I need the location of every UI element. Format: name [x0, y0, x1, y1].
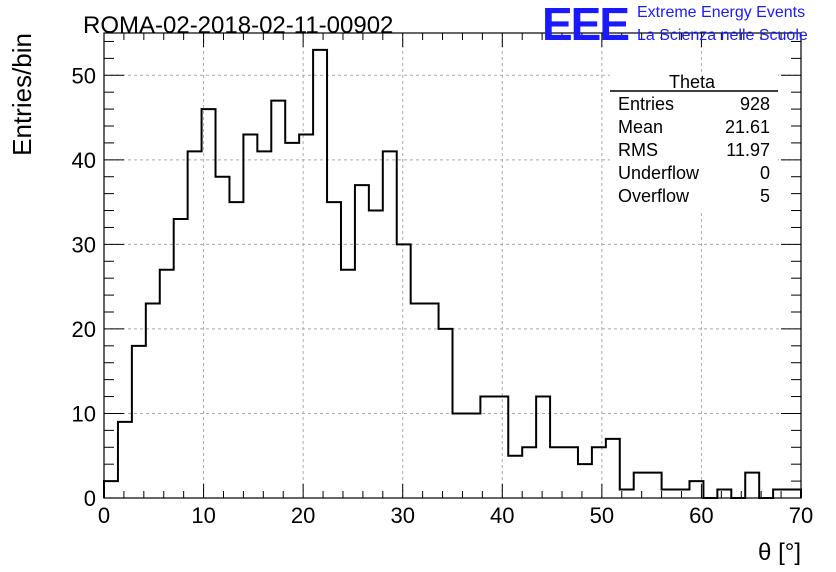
- eee-logo-mark: EEE: [542, 0, 628, 50]
- stats-label: Underflow: [618, 163, 700, 183]
- histogram-outline: [103, 48, 802, 499]
- stats-title: Theta: [669, 72, 716, 92]
- x-tick-label: 60: [689, 503, 713, 528]
- stats-label: RMS: [618, 140, 658, 160]
- x-tick-label: 40: [490, 503, 514, 528]
- plot-frame: [103, 32, 802, 499]
- stats-label: Entries: [618, 94, 674, 114]
- y-tick-label: 40: [72, 148, 96, 173]
- stats-value: 928: [740, 94, 770, 114]
- eee-logo: EEE Extreme Energy Events La Scienza nel…: [542, 0, 808, 50]
- y-axis-title: Entries/bin: [7, 33, 37, 156]
- eee-logo-line1: Extreme Energy Events: [637, 4, 805, 21]
- stats-rows: Entries 928 Mean 21.61 RMS 11.97 Underflow 0 Ove…: [618, 94, 770, 206]
- stats-value: 0: [760, 163, 770, 183]
- y-tick-label: 10: [72, 401, 96, 426]
- stats-value: 11.97: [726, 140, 770, 160]
- stats-box-bg: [610, 72, 778, 210]
- eee-logo-line2: La Scienza nelle Scuole: [637, 27, 808, 44]
- stats-value: 21.61: [725, 117, 770, 137]
- axis-ticks: [103, 33, 802, 499]
- x-tick-label: 70: [789, 503, 813, 528]
- x-tick-label: 0: [98, 503, 110, 528]
- stats-label: Overflow: [618, 186, 690, 206]
- y-tick-label: 50: [72, 63, 96, 88]
- y-tick-label: 30: [72, 232, 96, 257]
- y-tick-label: 0: [84, 486, 96, 511]
- stats-label: Mean: [618, 117, 663, 137]
- y-tick-labels: 0 10 20 30 40 50: [72, 63, 96, 511]
- x-tick-label: 10: [191, 503, 215, 528]
- x-tick-label: 20: [291, 503, 315, 528]
- stats-value: 5: [760, 186, 770, 206]
- stats-box: Theta Entries 928 Mean 21.61 RMS 11.97 Underfl…: [610, 72, 778, 210]
- x-tick-label: 50: [590, 503, 614, 528]
- x-axis-title: θ [°]: [758, 539, 801, 566]
- x-tick-label: 30: [390, 503, 414, 528]
- y-tick-label: 20: [72, 317, 96, 342]
- x-tick-labels: 0 10 20 30 40 50 60 70: [98, 503, 813, 528]
- run-title: ROMA-02-2018-02-11-00902: [83, 12, 393, 39]
